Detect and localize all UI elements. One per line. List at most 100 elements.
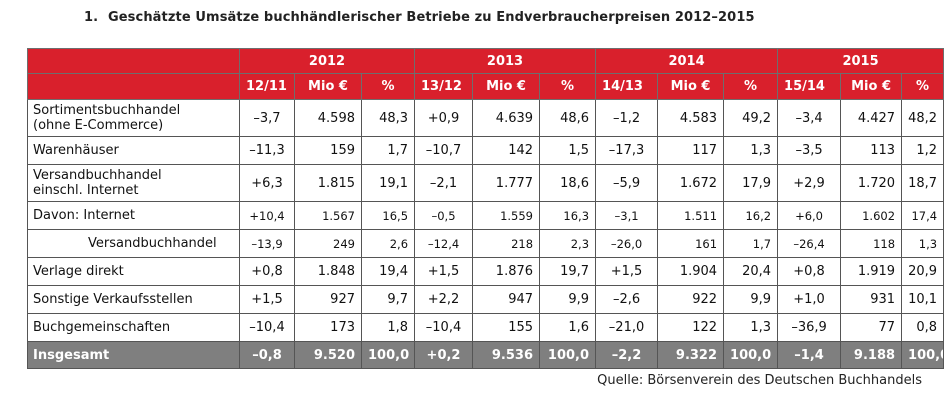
percent-header: % [901, 73, 945, 100]
value-cell: 1.567 [294, 201, 362, 230]
table-row: Buchgemeinschaften –10,4 173 1,8 –10,4 155 1,6… [27, 313, 945, 342]
total-value-cell: 9.322 [657, 341, 725, 369]
percent-cell: 48,2 [901, 99, 945, 137]
row-label-line: Buchgemeinschaften [33, 320, 171, 335]
percent-cell: 9,7 [360, 285, 416, 314]
percent-cell: 20,4 [723, 257, 779, 286]
percent-cell: 1,8 [360, 313, 416, 342]
percent-header: % [539, 73, 597, 100]
row-label-line: Verlage direkt [33, 264, 124, 279]
change-cell: +2,2 [414, 285, 474, 314]
value-cell: 4.598 [294, 99, 362, 137]
row-label: Davon: Internet [27, 201, 240, 230]
percent-cell: 19,7 [539, 257, 597, 286]
percent-cell: 1,7 [360, 136, 416, 165]
row-label: Verlage direkt [27, 257, 240, 286]
row-label-line: Sonstige Verkaufsstellen [33, 292, 193, 307]
total-change-cell: –0,8 [239, 341, 295, 369]
year-header: 2015 [777, 48, 945, 74]
value-cell: 927 [294, 285, 362, 314]
percent-cell: 0,8 [901, 313, 945, 342]
change-cell: +0,8 [777, 257, 842, 286]
value-cell: 77 [840, 313, 903, 342]
value-cell: 1.602 [840, 201, 903, 230]
value-cell: 155 [472, 313, 541, 342]
value-cell: 1.815 [294, 164, 362, 202]
change-cell: +1,5 [595, 257, 659, 286]
change-cell: –2,6 [595, 285, 659, 314]
total-value-cell: 9.188 [840, 341, 903, 369]
percent-cell: 1,2 [901, 136, 945, 165]
value-cell: 1.511 [657, 201, 725, 230]
change-cell: +2,9 [777, 164, 842, 202]
change-cell: –3,5 [777, 136, 842, 165]
value-cell: 249 [294, 229, 362, 258]
percent-cell: 1,3 [723, 136, 779, 165]
change-cell: +6,3 [239, 164, 295, 202]
change-cell: –3,1 [595, 201, 659, 230]
value-cell: 1.876 [472, 257, 541, 286]
change-cell: +1,0 [777, 285, 842, 314]
table-row: Sortimentsbuchhandel (ohne E-Commerce) –3,… [27, 99, 945, 137]
percent-cell: 9,9 [723, 285, 779, 314]
percent-cell: 20,9 [901, 257, 945, 286]
total-change-cell: –2,2 [595, 341, 659, 369]
total-row: Insgesamt –0,8 9.520 100,0 +0,2 9.536 100,0 –2,… [27, 341, 945, 369]
change-cell: –21,0 [595, 313, 659, 342]
row-label: Sortimentsbuchhandel (ohne E-Commerce) [27, 99, 240, 137]
table-row: Verlage direkt +0,8 1.848 19,4 +1,5 1.876 19,7… [27, 257, 945, 286]
value-cell: 1.559 [472, 201, 541, 230]
percent-cell: 48,3 [360, 99, 416, 137]
year-header: 2014 [595, 48, 779, 74]
value-cell: 1.919 [840, 257, 903, 286]
change-cell: –3,4 [777, 99, 842, 137]
table-row: Versandbuchhandel –13,9 249 2,6 –12,4 218 2,3–… [27, 229, 945, 258]
change-cell: –36,9 [777, 313, 842, 342]
value-cell: 4.427 [840, 99, 903, 137]
change-cell: –1,2 [595, 99, 659, 137]
value-cell: 1.777 [472, 164, 541, 202]
row-label-line: Versandbuchhandel [33, 168, 162, 183]
percent-cell: 9,9 [539, 285, 597, 314]
sales-table: 2012 2013 2014 2015 12/11 Mio € % 13/12 … [27, 48, 945, 369]
table-row: Warenhäuser –11,3 159 1,7 –10,7 142 1,5 –17,3 11… [27, 136, 945, 165]
table-body: Sortimentsbuchhandel (ohne E-Commerce) –3,… [27, 99, 945, 369]
table-title: 1. Geschätzte Umsätze buchhändlerischer B… [84, 10, 755, 25]
value-cell: 1.848 [294, 257, 362, 286]
percent-cell: 1,3 [901, 229, 945, 258]
total-value-cell: 9.520 [294, 341, 362, 369]
row-label: Versandbuchhandel [27, 229, 240, 258]
change-cell: +6,0 [777, 201, 842, 230]
change-cell: +1,5 [414, 257, 474, 286]
value-cell: 142 [472, 136, 541, 165]
value-cell: 117 [657, 136, 725, 165]
subheader-row: 12/11 Mio € % 13/12 Mio € % 14/13 Mio € … [27, 73, 945, 100]
change-cell: +0,8 [239, 257, 295, 286]
percent-cell: 19,4 [360, 257, 416, 286]
change-cell: –10,7 [414, 136, 474, 165]
percent-cell: 1,7 [723, 229, 779, 258]
percent-cell: 18,7 [901, 164, 945, 202]
table-row: Davon: Internet +10,4 1.567 16,5 –0,5 1.559 16… [27, 201, 945, 230]
row-label: Sonstige Verkaufsstellen [27, 285, 240, 314]
value-cell: 159 [294, 136, 362, 165]
source-note: Quelle: Börsenverein des Deutschen Buchh… [597, 373, 922, 388]
percent-cell: 49,2 [723, 99, 779, 137]
total-change-cell: –1,4 [777, 341, 842, 369]
change-cell: –10,4 [414, 313, 474, 342]
value-cell: 1.672 [657, 164, 725, 202]
change-cell: –26,0 [595, 229, 659, 258]
change-cell: –26,4 [777, 229, 842, 258]
value-cell: 1.904 [657, 257, 725, 286]
value-cell: 922 [657, 285, 725, 314]
value-cell: 931 [840, 285, 903, 314]
year-header: 2012 [238, 48, 416, 74]
value-cell: 1.720 [840, 164, 903, 202]
row-label-line: Versandbuchhandel [88, 236, 217, 251]
row-label: Buchgemeinschaften [27, 313, 240, 342]
value-cell: 4.639 [472, 99, 541, 137]
percent-cell: 2,6 [360, 229, 416, 258]
table-row: Sonstige Verkaufsstellen +1,5 927 9,7 +2,2 94… [27, 285, 945, 314]
row-label: Versandbuchhandel einschl. Internet [27, 164, 240, 202]
total-percent-cell: 100,0 [723, 341, 779, 369]
